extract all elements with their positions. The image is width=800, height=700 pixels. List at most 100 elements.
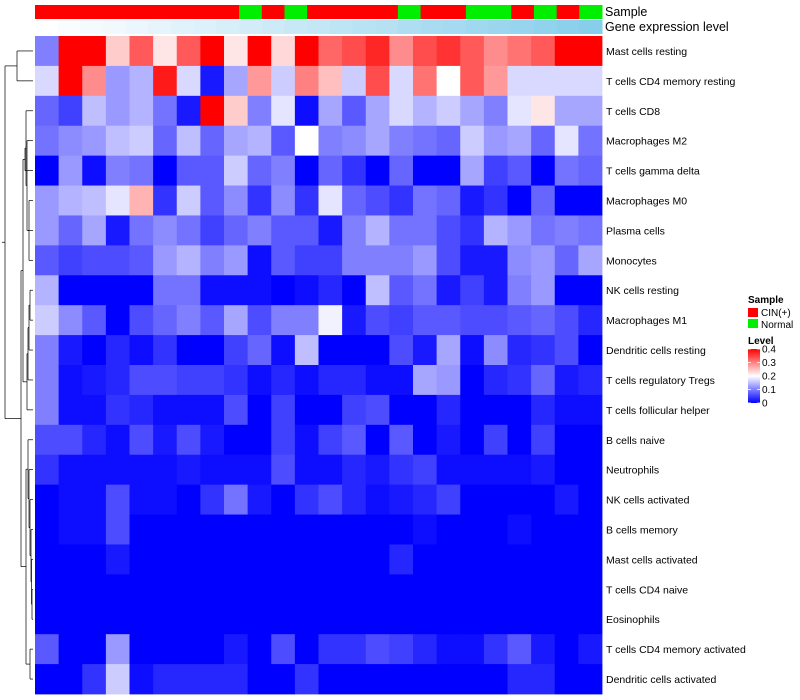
heatmap-cell	[436, 185, 461, 216]
row-label: T cells regulatory Tregs	[606, 375, 715, 387]
heatmap-cell	[176, 454, 201, 486]
heatmap-cell	[318, 454, 343, 486]
heatmap-cell	[531, 574, 556, 605]
heatmap-cell	[531, 65, 556, 97]
expression-annotation-cell	[216, 20, 240, 34]
heatmap-cell	[436, 65, 461, 97]
legend-swatch-cin	[748, 308, 758, 317]
heatmap-cell	[413, 664, 438, 695]
heatmap-cell	[153, 604, 178, 635]
legend-tick-label: 0.3	[762, 358, 776, 369]
heatmap-cell	[531, 335, 556, 366]
heatmap-cell	[35, 275, 60, 306]
heatmap-cell	[129, 634, 154, 665]
heatmap-cell	[82, 305, 107, 336]
heatmap-cell	[247, 36, 272, 67]
heatmap-cell	[153, 215, 178, 246]
heatmap-cell	[507, 544, 532, 575]
heatmap-cell	[200, 335, 225, 366]
heatmap-cell	[365, 305, 390, 336]
heatmap-cell	[460, 484, 485, 515]
sample-annotation-cell	[579, 5, 603, 19]
heatmap-cell	[436, 484, 461, 515]
heatmap-cell	[389, 574, 414, 605]
legend: Sample CIN(+) Normal Level 0 0.1 0.2 0.3 0.4	[748, 295, 793, 410]
heatmap-cell	[554, 245, 579, 276]
heatmap-cell	[129, 514, 154, 545]
sample-annotation-cell	[239, 5, 263, 19]
heatmap-cell	[58, 65, 83, 97]
heatmap-cell	[176, 215, 201, 246]
heatmap-cell	[318, 275, 343, 306]
heatmap-cell	[35, 95, 60, 127]
heatmap-cell	[129, 95, 154, 127]
heatmap-cell	[224, 604, 249, 635]
heatmap-cell	[82, 634, 107, 665]
expression-annotation-cell	[329, 20, 354, 34]
heatmap-cell	[82, 245, 107, 276]
heatmap-cell	[578, 125, 603, 157]
heatmap-cell	[200, 275, 225, 306]
heatmap-cell	[342, 185, 367, 216]
heatmap-cell	[389, 604, 414, 635]
heatmap-cell	[58, 305, 83, 336]
heatmap-cell	[294, 664, 319, 695]
heatmap-cell	[129, 574, 154, 605]
heatmap-cell	[460, 574, 485, 605]
heatmap-cell	[176, 275, 201, 306]
heatmap-cell	[247, 634, 272, 665]
row-label: Plasma cells	[606, 225, 665, 237]
heatmap-cell	[318, 65, 343, 97]
heatmap-cell	[342, 424, 367, 456]
heatmap-cell	[554, 125, 579, 157]
heatmap-cell	[58, 275, 83, 306]
heatmap-cell	[531, 95, 556, 127]
heatmap-cell	[247, 394, 272, 426]
heatmap-cell	[436, 664, 461, 695]
heatmap-cell	[460, 36, 485, 67]
heatmap-cell	[318, 155, 343, 186]
heatmap-cell	[460, 664, 485, 695]
heatmap-cell	[318, 185, 343, 216]
heatmap-cell	[294, 185, 319, 216]
heatmap-cell	[294, 65, 319, 97]
heatmap-cell	[554, 155, 579, 186]
heatmap-cell	[460, 514, 485, 545]
heatmap-cell	[105, 664, 130, 695]
heatmap-cell	[460, 634, 485, 665]
expression-annotation-cell	[511, 20, 535, 34]
heatmap-cell	[413, 305, 438, 336]
expression-annotation-cell	[420, 20, 444, 34]
heatmap-cell	[153, 634, 178, 665]
heatmap-cell	[436, 514, 461, 545]
row-label: Mast cells activated	[606, 554, 698, 566]
row-label: B cells naive	[606, 435, 665, 447]
heatmap-cell	[365, 634, 390, 665]
legend-swatch-normal	[748, 319, 758, 328]
heatmap-cell	[342, 245, 367, 276]
heatmap-cell	[389, 544, 414, 575]
heatmap-cell	[247, 95, 272, 127]
heatmap-cell	[105, 574, 130, 605]
legend-tick-label: 0.4	[762, 345, 776, 356]
heatmap-cell	[247, 604, 272, 635]
sample-annotation-cell	[556, 5, 580, 19]
heatmap-cell	[294, 275, 319, 306]
heatmap-cell	[318, 335, 343, 366]
heatmap-cell	[483, 544, 508, 575]
heatmap-cell	[35, 125, 60, 157]
heatmap-cell	[58, 245, 83, 276]
heatmap-cell	[58, 394, 83, 426]
heatmap-cell	[224, 454, 249, 486]
heatmap-cell	[578, 365, 603, 396]
heatmap-cell	[531, 125, 556, 157]
heatmap-cell	[389, 65, 414, 97]
heatmap-cell	[365, 36, 390, 67]
heatmap-cell	[365, 185, 390, 216]
heatmap-cell	[389, 394, 414, 426]
heatmap-cell	[271, 185, 296, 216]
heatmap-cell	[247, 65, 272, 97]
heatmap-cell	[436, 36, 461, 67]
sample-annotation-cell	[375, 5, 399, 19]
